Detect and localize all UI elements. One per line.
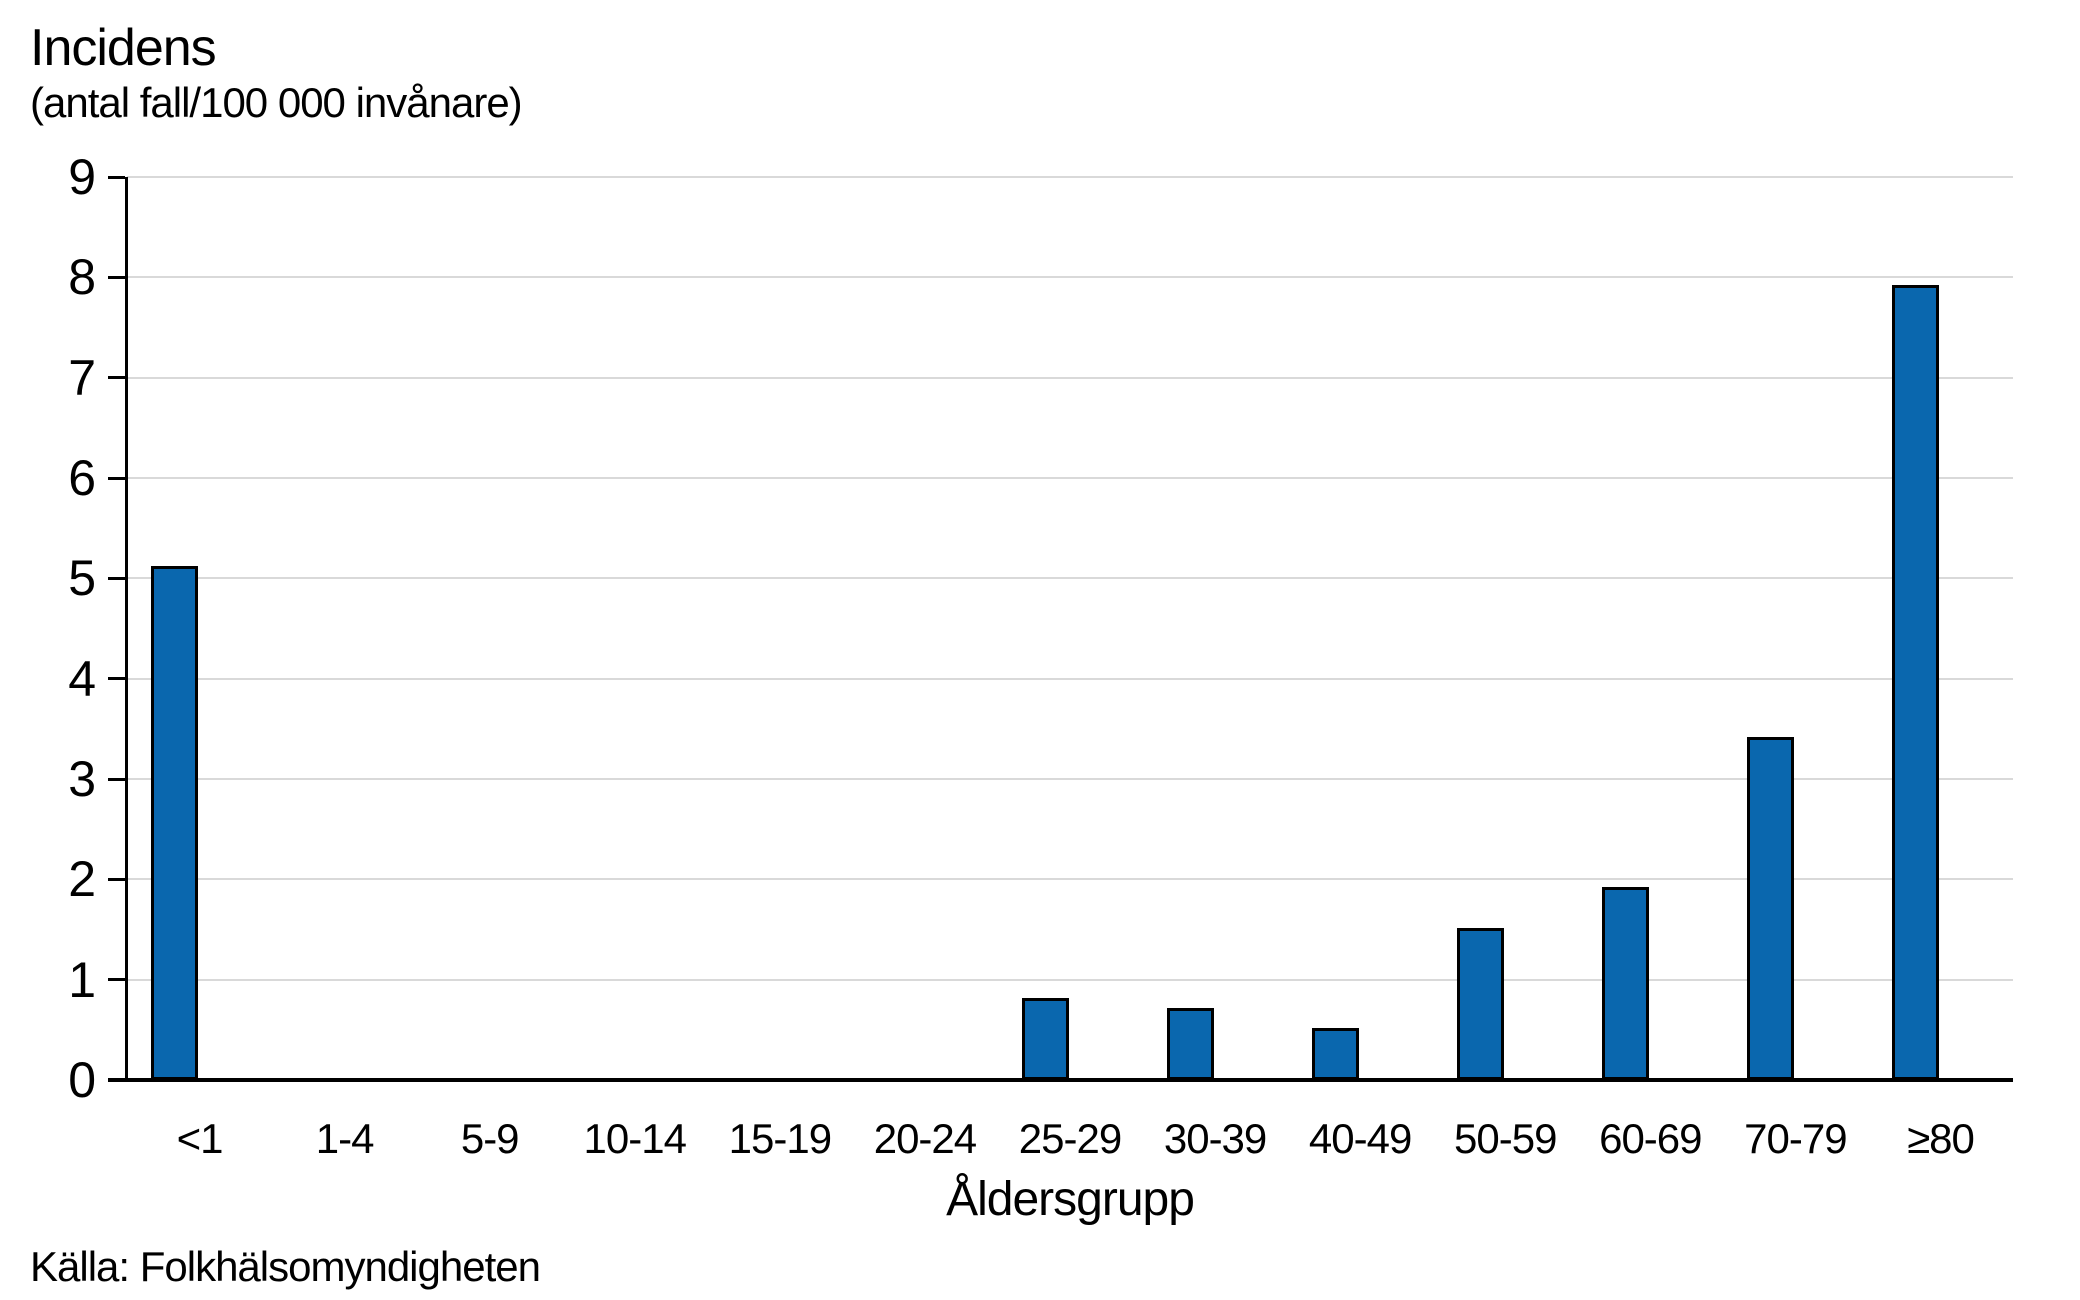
gridline <box>127 276 2013 279</box>
bar <box>1166 1007 1214 1080</box>
x-tick-label: 1-4 <box>315 1115 375 1162</box>
x-tick-label: 20-24 <box>873 1115 977 1162</box>
bar <box>1891 285 1939 1080</box>
y-tick-label: 0 <box>68 1052 96 1108</box>
x-tick-label: 5-9 <box>460 1115 520 1162</box>
chart-title: Incidens <box>30 19 217 77</box>
gridline <box>127 477 2013 479</box>
y-tick <box>108 175 125 179</box>
x-tick-label: 70-79 <box>1744 1115 1847 1162</box>
bar <box>1456 927 1504 1080</box>
x-tick-label: 15-19 <box>728 1115 832 1162</box>
gridline <box>127 778 2013 780</box>
gridline <box>127 677 2013 680</box>
y-tick-label: 1 <box>68 951 96 1008</box>
gridline <box>127 376 2013 379</box>
x-tick-label: ≥80 <box>1907 1115 1975 1162</box>
x-tick-label: 60-69 <box>1599 1115 1702 1162</box>
y-tick <box>108 576 125 580</box>
x-tick-label: <1 <box>176 1115 224 1162</box>
x-tick-label: 40-49 <box>1308 1115 1412 1162</box>
chart-subtitle: (antal fall/100 000 invånare) <box>30 79 523 126</box>
y-tick <box>108 677 125 681</box>
bar <box>1746 736 1794 1080</box>
y-tick <box>108 777 125 781</box>
gridline <box>127 176 2013 178</box>
y-tick <box>108 877 125 881</box>
y-tick <box>108 376 125 380</box>
y-tick-label: 8 <box>68 249 96 306</box>
gridline <box>127 577 2013 580</box>
gridline <box>127 878 2013 881</box>
x-axis-line <box>108 1078 2013 1082</box>
y-axis-line <box>125 177 128 1080</box>
x-tick-label: 25-29 <box>1018 1115 1122 1162</box>
y-tick-label: 3 <box>68 751 96 807</box>
bar <box>1601 887 1649 1080</box>
source-label: Källa: Folkhälsomyndigheten <box>30 1243 541 1290</box>
y-tick <box>108 476 125 480</box>
y-tick-label: 2 <box>68 851 96 908</box>
y-tick-label: 5 <box>68 550 96 607</box>
y-tick <box>108 978 125 982</box>
y-tick-label: 4 <box>68 650 96 707</box>
y-tick-label: 7 <box>68 349 96 406</box>
gridline <box>127 978 2013 981</box>
x-axis-title: Åldersgrupp <box>946 1173 1195 1226</box>
bar <box>1311 1027 1359 1080</box>
y-tick-label: 6 <box>68 450 96 506</box>
bar <box>1021 997 1069 1080</box>
x-tick-label: 50-59 <box>1454 1115 1557 1162</box>
y-tick <box>108 275 125 279</box>
x-tick-label: 10-14 <box>583 1115 687 1162</box>
x-tick-label: 30-39 <box>1163 1115 1267 1162</box>
bar <box>151 566 199 1080</box>
y-tick-label: 9 <box>68 149 96 205</box>
